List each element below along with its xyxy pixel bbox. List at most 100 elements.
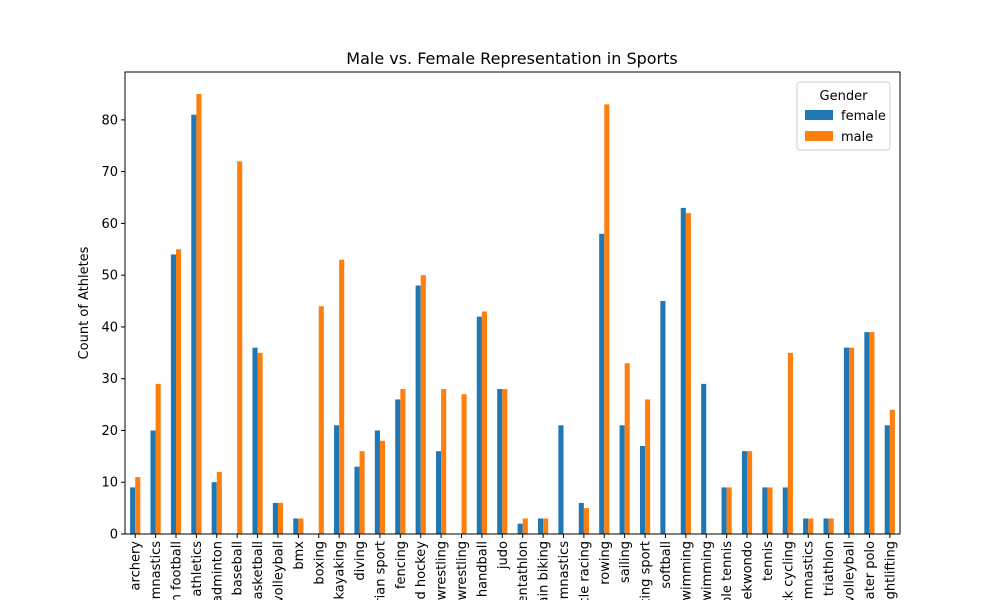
bar xyxy=(170,254,176,534)
bar xyxy=(522,518,528,534)
bar xyxy=(645,399,651,534)
bar xyxy=(481,311,488,534)
bar xyxy=(237,161,243,534)
bar xyxy=(395,399,401,534)
bar xyxy=(502,389,508,534)
y-tick-label: 80 xyxy=(101,113,118,128)
x-tick-label: bmx xyxy=(292,541,307,570)
x-tick-label: rowing xyxy=(598,541,613,585)
bar xyxy=(354,466,360,534)
x-tick-label: archery xyxy=(129,541,144,591)
bar xyxy=(497,389,503,534)
legend-title: Gender xyxy=(820,89,869,104)
x-tick-label: boxing xyxy=(312,541,327,585)
x-tick-label: taekwondo xyxy=(741,541,756,600)
bar xyxy=(782,487,788,534)
legend-swatch xyxy=(805,131,833,141)
x-tick-label: tennis xyxy=(761,541,776,581)
bar xyxy=(619,425,625,534)
bar xyxy=(517,523,523,534)
bar xyxy=(889,409,895,534)
bar xyxy=(787,352,793,534)
bar xyxy=(461,394,467,534)
bar xyxy=(216,471,222,534)
x-tick-label: baseball xyxy=(231,541,246,595)
x-tick-label: sailing xyxy=(618,541,633,583)
bar xyxy=(436,451,442,534)
x-tick-label: shooting sport xyxy=(639,541,654,600)
x-tick-label: diving xyxy=(353,541,368,581)
bar xyxy=(272,502,278,534)
bar xyxy=(334,425,340,534)
bar xyxy=(476,316,482,534)
x-tick-label: track cycling xyxy=(781,541,796,600)
x-tick-label: athletics xyxy=(190,541,205,597)
bar xyxy=(762,487,768,534)
bar xyxy=(441,389,447,534)
y-tick-label: 50 xyxy=(101,269,118,284)
x-tick-label: field hockey xyxy=(414,541,429,600)
bar xyxy=(150,430,156,534)
y-tick-label: 40 xyxy=(101,320,118,335)
y-tick-label: 20 xyxy=(101,424,118,439)
bar xyxy=(828,518,834,534)
x-tick-label: rhythmic gymnastics xyxy=(557,541,572,600)
bar xyxy=(849,347,855,534)
bar xyxy=(196,94,202,534)
bar xyxy=(537,518,544,534)
bar xyxy=(175,249,182,534)
x-tick-label: synchronized swimming xyxy=(700,541,715,600)
bar xyxy=(721,487,727,534)
bar xyxy=(741,451,748,534)
bar xyxy=(680,207,686,534)
bar xyxy=(155,383,161,534)
bar xyxy=(318,306,324,534)
bar xyxy=(415,285,421,534)
x-tick-label: equestrian sport xyxy=(373,541,388,600)
bar xyxy=(624,363,630,534)
bar xyxy=(374,430,380,534)
bar xyxy=(420,275,426,534)
bar xyxy=(339,259,345,534)
y-axis-label: Count of Athletes xyxy=(77,246,92,359)
bar xyxy=(843,347,850,534)
bar xyxy=(252,347,258,534)
x-tick-label: modern pentathlon xyxy=(516,541,531,600)
x-tick-label: road bicycle racing xyxy=(577,541,592,600)
bar xyxy=(583,508,589,534)
bar xyxy=(864,332,870,534)
x-tick-label: triathlon xyxy=(822,541,837,596)
bar xyxy=(400,389,406,534)
x-tick-label: table tennis xyxy=(720,541,735,600)
bar xyxy=(726,487,732,534)
bar xyxy=(191,114,197,535)
bar xyxy=(639,446,646,534)
x-tick-label: greco-roman wrestling xyxy=(455,541,470,600)
x-tick-label: canoeing and kayaking xyxy=(333,541,348,600)
x-tick-label: mountain biking xyxy=(537,541,552,600)
bar xyxy=(298,518,304,534)
x-tick-label: weightlifting xyxy=(883,541,898,600)
bar xyxy=(257,352,263,534)
bar xyxy=(359,451,365,534)
bar xyxy=(211,482,217,534)
bar xyxy=(884,425,890,534)
bar xyxy=(823,518,829,534)
x-tick-label: trampoline gymnastics xyxy=(802,541,817,600)
legend-label: female xyxy=(841,109,886,124)
chart-title: Male vs. Female Representation in Sports xyxy=(346,49,677,68)
x-tick-label: beach volleyball xyxy=(271,541,286,600)
bar xyxy=(379,440,386,534)
x-tick-label: association football xyxy=(169,541,184,600)
bar xyxy=(604,104,610,535)
bar xyxy=(747,451,753,534)
x-tick-label: freestyle wrestling xyxy=(435,541,450,600)
bar xyxy=(767,487,773,534)
bar xyxy=(701,383,707,534)
bar xyxy=(660,301,666,534)
bar xyxy=(543,518,549,534)
bar xyxy=(578,502,584,534)
legend-label: male xyxy=(841,130,873,145)
x-tick-label: basketball xyxy=(251,541,266,600)
